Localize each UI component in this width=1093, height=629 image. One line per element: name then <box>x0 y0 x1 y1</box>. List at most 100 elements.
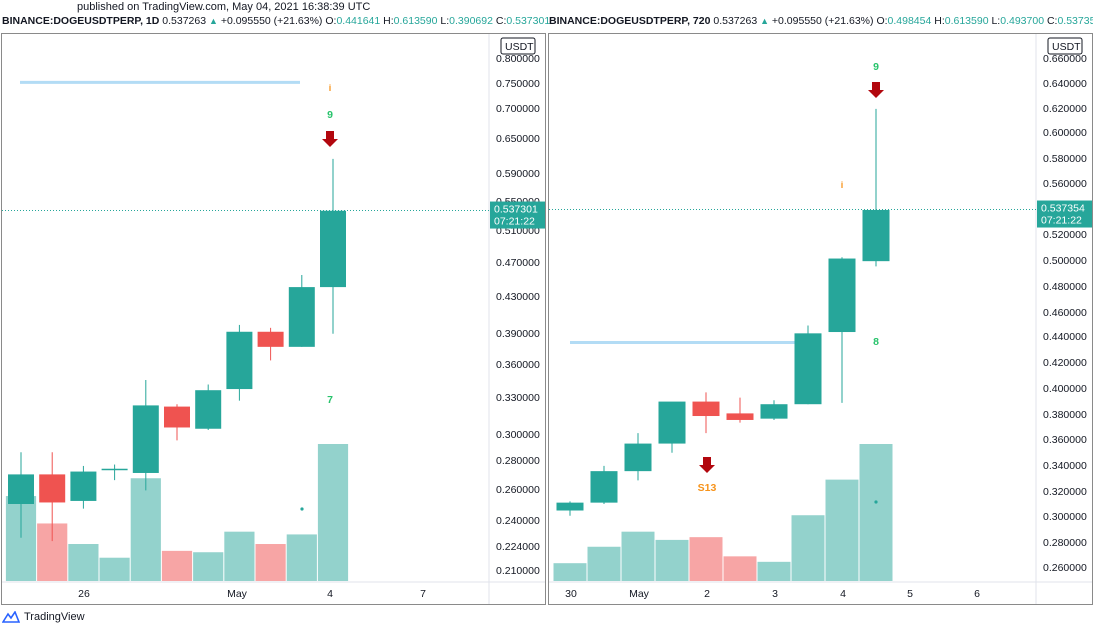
volume-bar <box>224 531 255 581</box>
y-tick-label: 0.300000 <box>1043 511 1087 523</box>
y-tick-label: 0.470000 <box>496 257 540 269</box>
candle-body <box>556 502 584 511</box>
open-label: O: <box>876 15 888 27</box>
price-tag <box>490 201 545 229</box>
y-tick-label: 0.520000 <box>1043 229 1087 241</box>
y-tick-label: 0.700000 <box>496 103 540 115</box>
published-line: published on TradingView.com, May 04, 20… <box>77 1 371 13</box>
x-tick-label: 7 <box>420 588 426 600</box>
sequential-annotation: 8 <box>873 336 879 348</box>
sequential-annotation: i <box>329 83 332 93</box>
low-value: 0.390692 <box>449 15 493 27</box>
open-label: O: <box>325 15 337 27</box>
sequential-annotation: 7 <box>327 394 333 406</box>
y-tick-label: 0.260000 <box>1043 562 1087 574</box>
y-tick-label: 0.480000 <box>1043 281 1087 293</box>
y-tick-label: 0.360000 <box>496 359 540 371</box>
volume-bar <box>791 515 825 581</box>
x-tick-label: 6 <box>974 588 980 600</box>
tradingview-logo-icon <box>2 611 20 623</box>
y-tick-label: 0.460000 <box>1043 307 1087 319</box>
candle-body <box>624 443 652 472</box>
y-tick-label: 0.280000 <box>1043 537 1087 549</box>
y-tick-label: 0.580000 <box>1043 153 1087 165</box>
candle-body <box>590 471 618 503</box>
x-tick-label: May <box>629 588 650 600</box>
candle-body <box>288 287 315 347</box>
y-tick-label: 0.440000 <box>1043 331 1087 343</box>
down-arrow-icon <box>322 131 338 147</box>
candle-body <box>257 331 284 347</box>
open-value: 0.498454 <box>887 15 932 27</box>
y-tick-label: 0.800000 <box>496 53 540 65</box>
x-tick-label: 3 <box>772 588 778 600</box>
y-tick-label: 0.430000 <box>496 291 540 303</box>
currency-box <box>1047 37 1083 55</box>
volume-bar <box>655 539 689 581</box>
volume-bar <box>757 561 791 581</box>
y-tick-label: 0.224000 <box>496 541 540 553</box>
chart-2-header: BINANCE:DOGEUSDTPERP, 720 0.537263 ▲ +0.… <box>549 15 1093 27</box>
volume-bar <box>255 544 286 581</box>
volume-bar <box>286 534 317 581</box>
candle-body <box>692 401 720 417</box>
volume-bar <box>587 546 621 581</box>
candle-body <box>828 258 856 333</box>
candle-body <box>39 474 66 503</box>
symbol: BINANCE:DOGEUSDTPERP, 720 <box>549 15 711 27</box>
price-tag-countdown: 07:21:22 <box>1041 215 1082 227</box>
down-arrow-icon <box>699 457 715 473</box>
high-value: 0.613590 <box>393 15 438 27</box>
volume-marker-dot <box>300 507 304 511</box>
y-tick-label: 0.650000 <box>496 133 540 145</box>
candle-body <box>226 331 253 390</box>
symbol: BINANCE:DOGEUSDTPERP, 1D <box>2 15 160 27</box>
up-arrow-icon: ▲ <box>760 16 769 26</box>
chart-720-canvas[interactable]: 0.660000 0.640000 0.620000 0.600000 0.580000… <box>549 34 1092 604</box>
volume-bar <box>553 563 587 581</box>
x-tick-label: May <box>227 588 248 600</box>
low-label: L: <box>991 15 1001 27</box>
open-value: 0.441641 <box>336 15 381 27</box>
candle-body <box>70 471 97 501</box>
last-price: 0.537263 <box>713 15 758 27</box>
volume-bar <box>317 444 349 581</box>
tradingview-footer[interactable]: TradingView <box>2 611 85 623</box>
high-label: H: <box>383 15 394 27</box>
volume-bar <box>193 552 224 581</box>
close-label: C: <box>495 15 507 27</box>
candle-body <box>862 209 890 262</box>
candle-body <box>726 413 754 420</box>
currency-label: USDT <box>505 41 534 53</box>
volume-bar <box>723 556 757 581</box>
candle-body <box>195 390 222 429</box>
chart-panel-1d[interactable]: 0.800000 0.750000 0.700000 0.650000 0.590000… <box>1 33 546 605</box>
chart-panel-720[interactable]: 0.660000 0.640000 0.620000 0.600000 0.580000… <box>548 33 1093 605</box>
y-tick-label: 0.750000 <box>496 78 540 90</box>
chart-1d-canvas[interactable]: 0.800000 0.750000 0.700000 0.650000 0.590000… <box>2 34 545 604</box>
y-tick-label: 0.590000 <box>496 168 540 180</box>
chart-1-header: BINANCE:DOGEUSDTPERP, 1D 0.537263 ▲ +0.0… <box>2 15 550 27</box>
candle-body <box>760 404 788 419</box>
high-value: 0.613590 <box>944 15 989 27</box>
y-tick-label: 0.240000 <box>496 515 540 527</box>
x-tick-label: 2 <box>704 588 710 600</box>
x-tick-label: 26 <box>78 588 90 600</box>
volume-bar <box>621 531 655 581</box>
volume-marker-dot <box>874 500 878 504</box>
change: +0.095550 (+21.63%) <box>220 15 323 27</box>
candle-body <box>164 406 190 428</box>
down-arrow-icon <box>868 82 884 98</box>
volume-bar <box>130 478 161 581</box>
currency-box <box>500 37 536 55</box>
volume-bar <box>161 550 193 581</box>
y-tick-label: 0.300000 <box>496 429 540 441</box>
candle-body <box>658 401 686 444</box>
y-tick-label: 0.360000 <box>1043 434 1087 446</box>
x-tick-label: 5 <box>907 588 913 600</box>
y-tick-label: 0.660000 <box>1043 53 1087 65</box>
x-tick-label: 4 <box>840 588 846 600</box>
y-tick-label: 0.420000 <box>1043 357 1087 369</box>
sequential-annotation: S13 <box>698 482 717 494</box>
sequential-annotation: i <box>841 180 844 190</box>
